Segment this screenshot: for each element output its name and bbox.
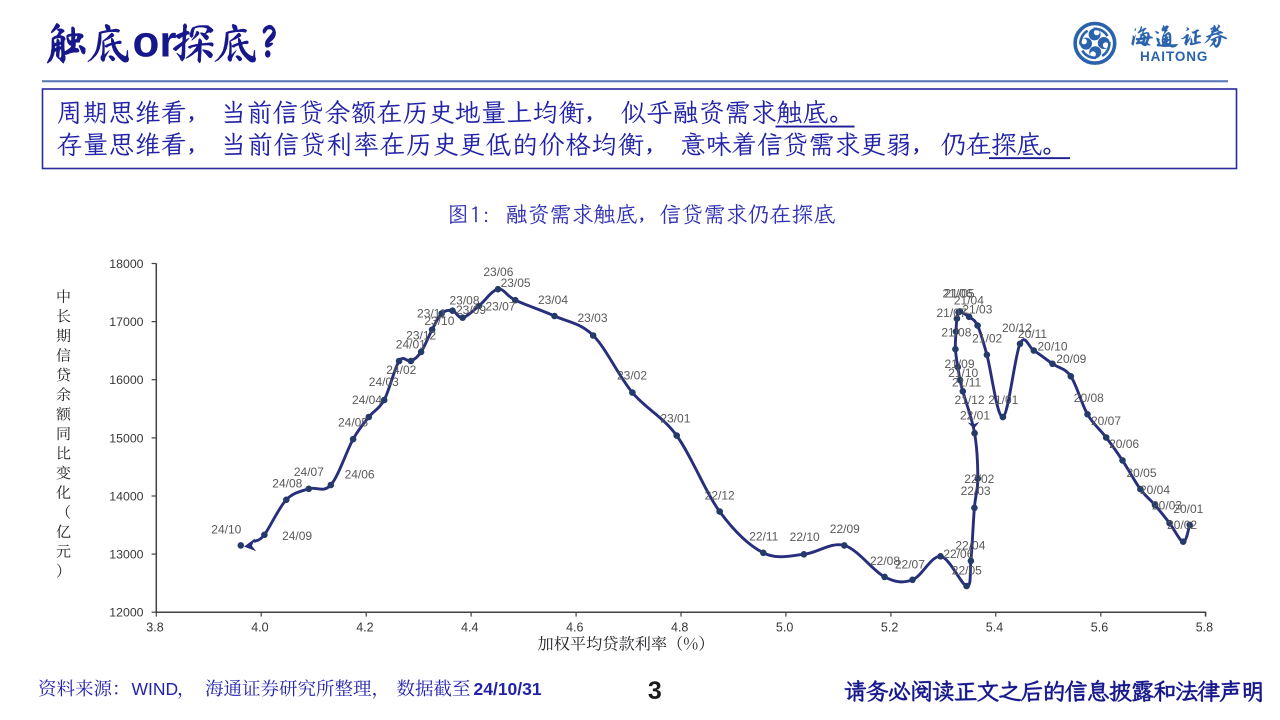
- svg-text:21/07: 21/07: [936, 306, 966, 320]
- svg-text:24/09: 24/09: [282, 529, 312, 543]
- svg-text:21/01: 21/01: [988, 393, 1018, 407]
- svg-text:4.4: 4.4: [461, 621, 478, 635]
- svg-text:20/02: 20/02: [1167, 518, 1197, 532]
- svg-text:WIND: WIND: [132, 679, 179, 699]
- svg-text:24/03: 24/03: [369, 375, 399, 389]
- svg-text:20/10: 20/10: [1037, 340, 1067, 354]
- svg-text:20/04: 20/04: [1140, 483, 1170, 497]
- svg-text:23/12: 23/12: [406, 328, 436, 342]
- svg-text:23/01: 23/01: [660, 412, 690, 426]
- svg-text:3.8: 3.8: [146, 621, 163, 635]
- svg-text:14000: 14000: [109, 490, 143, 504]
- svg-text:4.2: 4.2: [356, 621, 373, 635]
- svg-text:24/04: 24/04: [352, 393, 382, 407]
- svg-text:20/09: 20/09: [1056, 352, 1086, 366]
- svg-text:5.2: 5.2: [881, 621, 898, 635]
- svg-text:23/08: 23/08: [449, 293, 479, 307]
- svg-text:24/06: 24/06: [345, 468, 375, 482]
- svg-text:23/09: 23/09: [456, 303, 486, 317]
- svg-text:4.0: 4.0: [251, 621, 268, 635]
- svg-text:20/08: 20/08: [1074, 391, 1104, 405]
- svg-text:3: 3: [648, 677, 662, 705]
- svg-text:5.8: 5.8: [1196, 621, 1213, 635]
- svg-text:22/02: 22/02: [964, 472, 994, 486]
- svg-text:20/05: 20/05: [1126, 466, 1156, 480]
- svg-text:5.0: 5.0: [776, 621, 793, 635]
- svg-text:22/07: 22/07: [895, 557, 925, 571]
- svg-text:23/11: 23/11: [417, 306, 446, 320]
- svg-text:22/05: 22/05: [952, 564, 982, 578]
- svg-text:21/02: 21/02: [972, 331, 1002, 345]
- svg-text:13000: 13000: [109, 548, 143, 562]
- svg-text:22/03: 22/03: [961, 484, 991, 498]
- svg-text:4.6: 4.6: [566, 621, 583, 635]
- svg-text:HAITONG: HAITONG: [1140, 49, 1208, 64]
- svg-text:18000: 18000: [109, 257, 143, 271]
- svg-text:22/10: 22/10: [790, 530, 820, 544]
- svg-text:20/11: 20/11: [1018, 327, 1047, 341]
- svg-text:17000: 17000: [109, 315, 143, 329]
- svg-text:24/07: 24/07: [294, 465, 324, 479]
- svg-text:21/08: 21/08: [941, 326, 971, 340]
- svg-text:22/12: 22/12: [705, 488, 735, 502]
- svg-text:24/01: 24/01: [396, 338, 426, 352]
- svg-text:21/09: 21/09: [944, 357, 974, 371]
- svg-text:23/06: 23/06: [483, 265, 513, 279]
- svg-text:22/09: 22/09: [830, 522, 860, 536]
- svg-text:5.4: 5.4: [986, 621, 1003, 635]
- svg-text:24/05: 24/05: [338, 416, 368, 430]
- svg-text:20/06: 20/06: [1109, 437, 1139, 451]
- svg-text:22/01: 22/01: [960, 409, 990, 423]
- svg-text:24/02: 24/02: [386, 363, 416, 377]
- svg-text:20/12: 20/12: [1002, 321, 1032, 335]
- svg-text:15000: 15000: [109, 431, 143, 445]
- svg-text:22/06: 22/06: [943, 547, 973, 561]
- svg-text:21/12: 21/12: [954, 393, 984, 407]
- svg-text:5.6: 5.6: [1091, 621, 1108, 635]
- svg-text:21/04: 21/04: [954, 294, 984, 308]
- svg-text:23/02: 23/02: [617, 369, 647, 383]
- svg-text:23/04: 23/04: [538, 293, 568, 307]
- svg-text:22/11: 22/11: [749, 529, 778, 543]
- svg-text:16000: 16000: [109, 373, 143, 387]
- svg-text:22/08: 22/08: [870, 554, 900, 568]
- svg-text:21/05: 21/05: [944, 287, 974, 301]
- svg-text:21/06: 21/06: [942, 287, 972, 301]
- svg-text:23/07: 23/07: [485, 299, 515, 313]
- svg-text:24/10: 24/10: [211, 523, 241, 537]
- svg-text:21/11: 21/11: [952, 376, 981, 390]
- svg-text:20/07: 20/07: [1091, 414, 1121, 428]
- svg-text:21/10: 21/10: [948, 366, 978, 380]
- svg-text:22/04: 22/04: [955, 538, 985, 552]
- svg-text:4.8: 4.8: [671, 621, 688, 635]
- svg-text:20/03: 20/03: [1152, 499, 1182, 513]
- svg-text:23/05: 23/05: [501, 276, 531, 290]
- svg-text:20/01: 20/01: [1173, 502, 1203, 516]
- svg-text:23/10: 23/10: [424, 314, 454, 328]
- svg-text:23/03: 23/03: [577, 311, 607, 325]
- svg-text:24/10/31: 24/10/31: [474, 679, 542, 699]
- svg-text:21/03: 21/03: [962, 303, 992, 317]
- svg-text:24/08: 24/08: [272, 476, 302, 490]
- svg-text:12000: 12000: [109, 606, 143, 620]
